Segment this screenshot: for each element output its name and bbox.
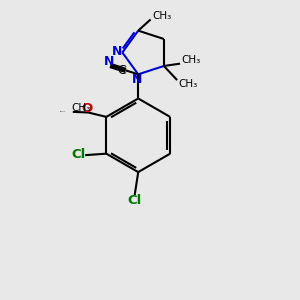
Text: CH₃: CH₃ (182, 55, 201, 65)
Text: N: N (132, 73, 142, 86)
Text: N: N (103, 56, 114, 68)
Text: methoxy: methoxy (60, 111, 67, 112)
Text: O: O (81, 102, 92, 115)
Text: Cl: Cl (71, 148, 86, 161)
Text: CH₃: CH₃ (152, 11, 171, 21)
Text: C: C (117, 64, 126, 77)
Text: Cl: Cl (127, 194, 141, 207)
Text: N: N (112, 44, 122, 58)
Text: CH₃: CH₃ (178, 79, 198, 89)
Text: CH₃: CH₃ (71, 103, 91, 113)
